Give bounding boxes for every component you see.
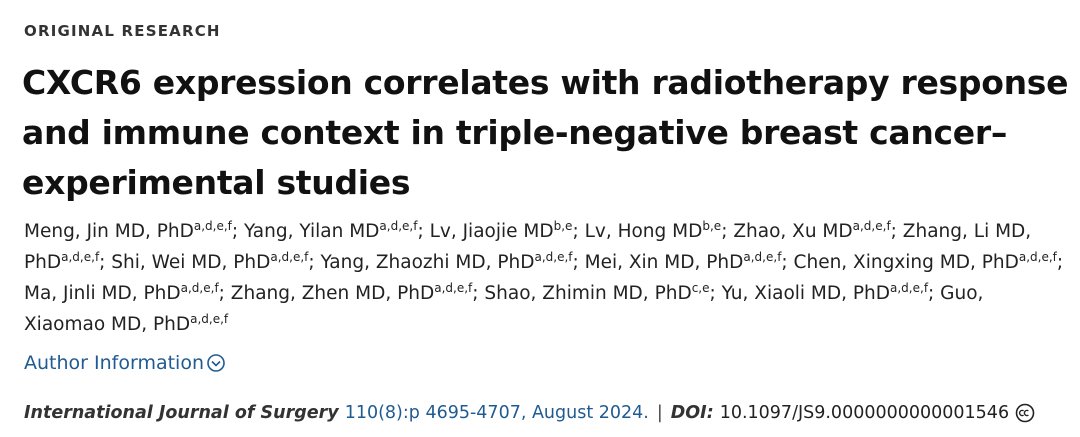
author-affiliations: a,d,e,f [61, 250, 100, 264]
author-name: Lv, Jiaojie MD [429, 221, 554, 242]
author-affiliations: a,d,e,f [180, 281, 219, 295]
author-separator: ; [928, 283, 941, 304]
author-name: Meng, Jin MD, PhD [24, 221, 194, 242]
author-affiliations: a,d,e,f [1018, 250, 1057, 264]
author-name: Shi, Wei MD, PhD [111, 252, 271, 273]
author-information-toggle[interactable]: Author Information [24, 352, 226, 374]
author-information-label[interactable]: Author Information [24, 352, 204, 374]
author-affiliations: a,d,e,f [534, 250, 573, 264]
author-separator: ; [231, 221, 245, 242]
author-name: Yu, Xiaoli MD, PhD [721, 283, 891, 304]
title-line: CXCR6 expression correlates with radioth… [22, 63, 1069, 102]
author-separator: ; [308, 252, 321, 273]
author-separator: ; [1056, 252, 1064, 273]
author-affiliations: b,e [553, 219, 573, 233]
journal-name[interactable]: International Journal of Surgery [24, 403, 339, 423]
title-line: experimental studies [22, 163, 411, 202]
author-separator: ; [572, 252, 585, 273]
section-label: ORIGINAL RESEARCH [24, 22, 221, 40]
author-name: Guo, Xiaomao MD, PhD [24, 283, 984, 335]
author-separator: ; [709, 283, 722, 304]
author-separator: ; [472, 283, 485, 304]
author-name: Zhao, Xu MD [733, 221, 853, 242]
author-separator: ; [572, 221, 585, 242]
author-affiliations: a,d,e,f [190, 312, 229, 326]
volume-link[interactable]: 110(8):p 4695-4707, August 2024. [344, 403, 649, 423]
author-separator: ; [218, 283, 231, 304]
author-name: Yang, Yilan MD [244, 221, 380, 242]
article-title: CXCR6 expression correlates with radioth… [22, 58, 1069, 208]
doi: 10.1097/JS9.0000000000001546 [719, 403, 1010, 423]
expand-icon[interactable] [206, 353, 226, 373]
author-name: Mei, Xin MD, PhD [584, 252, 744, 273]
author-affiliations: a,d,e,f [743, 250, 782, 264]
author-affiliations: a,d,e,f [852, 219, 891, 233]
doi-label: DOI: [670, 403, 714, 423]
citation: International Journal of Surgery 110(8):… [24, 403, 1035, 423]
author-separator: ; [781, 252, 794, 273]
author-name: Yang, Zhaozhi MD, PhD [320, 252, 535, 273]
author-separator: ; [99, 252, 112, 273]
cc-license-icon[interactable] [1015, 403, 1035, 423]
author-name: Zhang, Zhen MD, PhD [230, 283, 435, 304]
author-separator: ; [417, 221, 430, 242]
author-affiliations: b,e [702, 219, 722, 233]
author-separator: ; [721, 221, 734, 242]
author-name: Zhang, Li MD, PhD [24, 221, 1032, 273]
author-name: Ma, Jinli MD, PhD [24, 283, 181, 304]
author-name: Lv, Hong MD [584, 221, 703, 242]
separator: | [656, 403, 663, 423]
author-separator: ; [890, 221, 903, 242]
author-affiliations: a,d,e,f [270, 250, 309, 264]
author-name: Shao, Zhimin MD, PhD [484, 283, 692, 304]
author-affiliations: a,d,e,f [434, 281, 473, 295]
author-affiliations: a,d,e,f [193, 219, 232, 233]
title-line: and immune context in triple-negative br… [22, 113, 1008, 152]
author-affiliations: a,d,e,f [890, 281, 929, 295]
author-affiliations: a,d,e,f [379, 219, 418, 233]
author-name: Chen, Xingxing MD, PhD [793, 252, 1019, 273]
author-list: Meng, Jin MD, PhDa,d,e,f; Yang, Yilan MD… [24, 216, 1064, 340]
author-affiliations: c,e [691, 281, 710, 295]
